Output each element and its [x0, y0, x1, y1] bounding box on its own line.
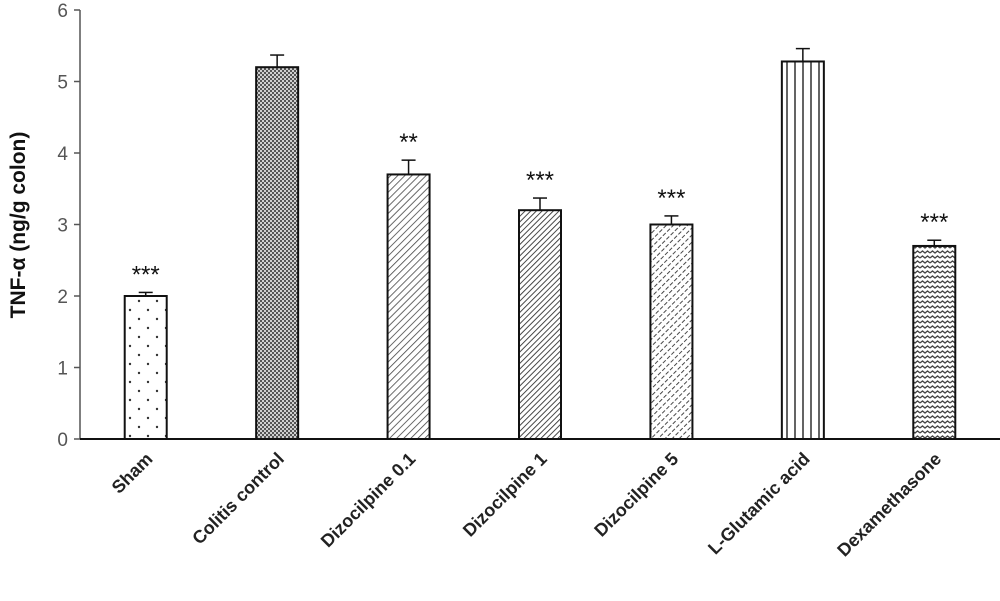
bar: [780, 60, 825, 440]
x-tick-label: Dizocilpine 5: [590, 449, 682, 541]
x-tick-label: Sham: [108, 449, 157, 498]
y-tick-label: 5: [57, 73, 68, 94]
x-tick-label: Dexamethasone: [833, 449, 945, 561]
significance-label: ***: [920, 209, 948, 236]
significance-label: ***: [132, 261, 160, 288]
significance-label: ***: [526, 167, 554, 194]
bar: [255, 66, 300, 440]
bar: [912, 244, 957, 440]
y-tick-label: 3: [57, 216, 68, 237]
x-tick-label: L-Glutamic acid: [704, 449, 814, 559]
x-tick-label: Colitis control: [188, 449, 288, 549]
bars: **************: [123, 47, 957, 440]
y-axis-ticks: 0 1 2 3 4 5 6: [57, 1, 80, 451]
y-tick-label: 1: [57, 359, 68, 380]
x-tick-label: Dizocilpine 1: [459, 449, 551, 541]
x-tick-label: Dizocilpine 0.1: [317, 449, 420, 552]
bar: [386, 173, 431, 440]
bar: [518, 209, 562, 440]
y-tick-label: 4: [57, 144, 68, 165]
significance-label: ***: [657, 185, 685, 212]
y-tick-label: 6: [57, 1, 68, 22]
significance-label: **: [399, 129, 418, 156]
bar: [123, 295, 168, 440]
y-tick-label: 2: [57, 287, 68, 308]
y-axis-label: TNF-α (ng/g colon): [7, 132, 30, 319]
y-tick-label: 0: [57, 430, 68, 451]
x-axis-labels: Sham Colitis control Dizocilpine 0.1 Dizoci…: [108, 449, 945, 561]
bar: [649, 223, 694, 440]
